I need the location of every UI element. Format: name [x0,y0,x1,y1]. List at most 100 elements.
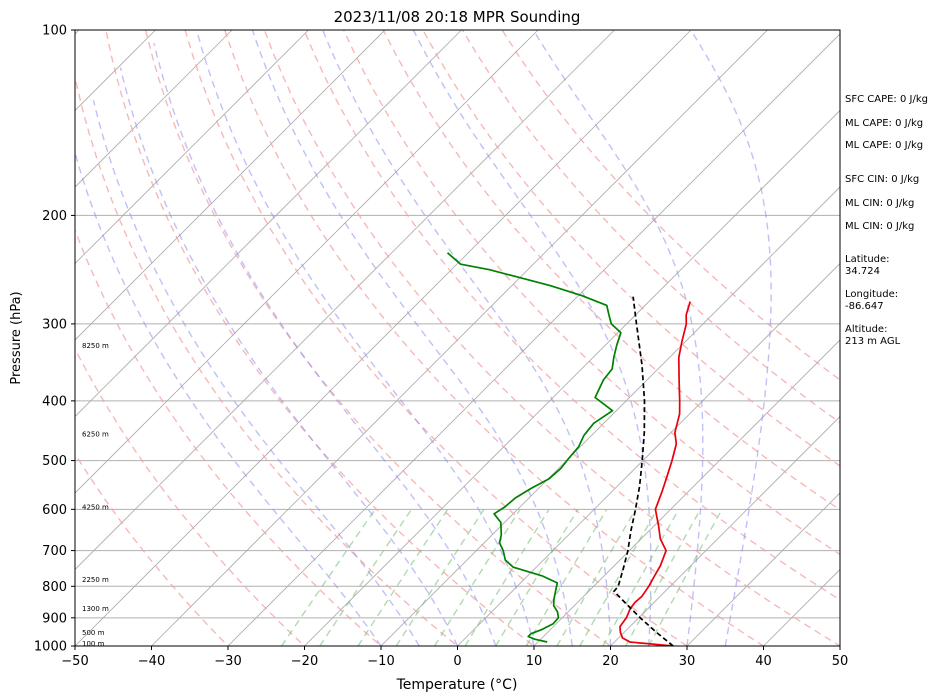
mixing-ratio-line [602,508,680,646]
moist-adiabat-line [251,30,573,646]
altitude-markers: 100 m 500 m 1300 m 2250 m 4250 m 6250 m 8250 m [82,342,109,648]
isotherm-line [75,30,386,341]
y-tick-label: 500 [42,454,67,469]
mixing-ratio-line [579,508,658,646]
dry-adiabat-lines [75,30,840,646]
series-line-1 [446,252,622,643]
x-axis-label: Temperature (°C) [396,677,518,693]
altitude-marker: 2250 m [82,576,109,584]
dry-adiabat-line [422,30,840,467]
x-tick-label: 30 [679,654,696,669]
longitude-value: -86.647 [845,301,884,312]
latitude-label: Latitude: [845,254,890,265]
x-tick-label: 0 [453,654,461,669]
dry-adiabat-line [144,30,612,646]
y-tick-label: 700 [42,544,67,559]
isotherm-line [75,30,233,188]
latitude-value: 34.724 [845,266,880,277]
x-tick-label: −10 [367,654,394,669]
mixing-ratio-line [495,508,579,646]
mixing-ratio-line [433,508,521,646]
longitude-label: Longitude: [845,289,898,300]
mixing-ratio-line [281,508,376,646]
x-tick-label: −30 [214,654,241,669]
altitude-label: Altitude: [845,324,887,335]
moist-adiabat-line [322,30,612,646]
moist-adiabat-line [690,30,772,646]
dry-adiabat-line [342,30,840,556]
mixing-ratio-line [556,508,637,646]
moist-adiabat-line [92,100,420,646]
ml-cin-text-2: ML CIN: 0 J/kg [845,221,914,232]
chart-title: 2023/11/08 20:18 MPR Sounding [334,8,581,26]
dry-adiabat-line [75,228,383,646]
isotherm-line [533,339,840,646]
x-tick-label: −40 [138,654,165,669]
y-tick-label: 900 [42,611,67,626]
y-axis-label: Pressure (hPa) [9,291,24,384]
mixing-ratio-line [357,508,449,646]
dry-adiabat-line [382,30,840,511]
y-tick-label: 1000 [34,640,67,655]
moist-adiabat-line [153,42,497,646]
dry-adiabat-line [303,30,840,601]
dry-adiabat-line [105,30,536,646]
plot-frame [74,29,841,647]
x-tick-label: 10 [526,654,543,669]
x-tick-label: 50 [832,654,849,669]
isotherm-line [75,30,539,494]
isotherm-line [151,30,768,646]
x-axis-ticks: −50 −40 −30 −20 −10 0 10 20 30 40 50 [61,646,848,669]
altitude-value: 213 m AGL [845,336,901,347]
y-tick-label: 300 [42,317,67,332]
moist-adiabat-line [75,150,382,646]
altitude-marker: 100 m [82,640,105,648]
plot-area [0,30,840,646]
moist-adiabat-line [195,30,535,646]
mixing-ratio-line [648,508,723,646]
sounding-stats-panel: SFC CAPE: 0 J/kg ML CAPE: 0 J/kg ML CAPE… [845,94,928,347]
ml-cape-text-2: ML CAPE: 0 J/kg [845,140,923,151]
isotherm-line [75,30,309,265]
mixing-ratio-lines [281,508,723,646]
y-tick-label: 600 [42,503,67,518]
dry-adiabat-line [75,347,306,646]
altitude-marker: 500 m [82,629,105,637]
x-tick-label: 20 [602,654,619,669]
sfc-cape-text: SFC CAPE: 0 J/kg [845,94,928,105]
dry-adiabat-line [75,452,229,646]
series-line-0 [619,301,692,646]
sfc-cin-text: SFC CIN: 0 J/kg [845,174,919,185]
isotherm-line [610,415,840,646]
y-tick-label: 200 [42,209,67,224]
altitude-marker: 4250 m [82,504,109,512]
ml-cape-text: ML CAPE: 0 J/kg [845,118,923,129]
x-tick-label: −20 [291,654,318,669]
moist-adiabat-line [119,67,459,646]
isotherm-line [0,30,3,646]
moist-adiabat-line [532,30,704,646]
y-axis-ticks: 1000 900 800 700 600 500 400 300 200 100 [34,24,75,655]
mixing-ratio-line [525,508,608,646]
dry-adiabat-line [75,73,459,646]
moist-adiabat-line [412,30,652,646]
ml-cin-text: ML CIN: 0 J/kg [845,198,914,209]
moist-adiabat-lines [75,30,772,646]
y-tick-label: 100 [42,24,67,39]
isotherm-lines [0,30,840,646]
series-line-2 [613,296,674,646]
x-tick-label: −50 [61,654,88,669]
dry-adiabat-line [184,30,689,646]
isotherm-line [227,33,840,646]
pressure-gridlines [75,30,840,646]
mixing-ratio-line [625,508,702,646]
profile-series [446,252,692,646]
isotherm-line [75,30,615,571]
altitude-marker: 6250 m [82,431,109,439]
isotherm-line [304,109,840,646]
mixing-ratio-line [395,508,485,646]
x-tick-label: 40 [755,654,772,669]
altitude-marker: 8250 m [82,342,109,350]
altitude-marker: 1300 m [82,605,109,613]
